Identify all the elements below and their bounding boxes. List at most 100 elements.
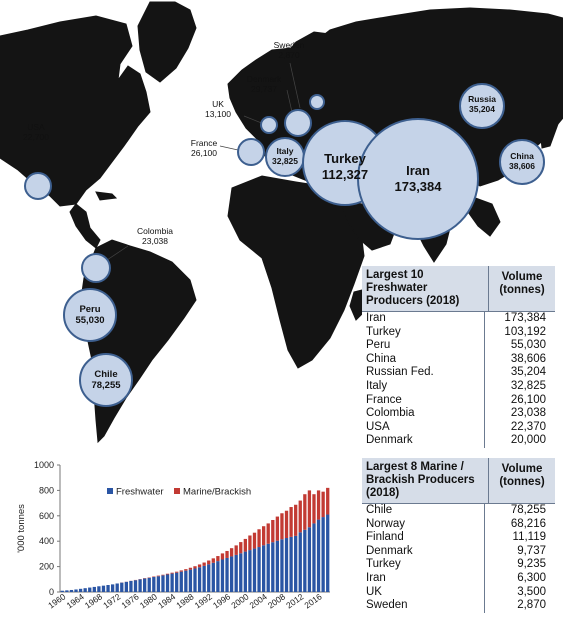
bar-freshwater: [312, 523, 316, 592]
landmass-north-america: [0, 15, 151, 207]
connector-denmark: [286, 89, 293, 113]
label-uk: UK 13,100: [205, 99, 231, 119]
bar-marine-brackish: [207, 560, 211, 565]
bar-marine-brackish: [161, 574, 165, 576]
bar-freshwater: [239, 553, 243, 592]
bar-freshwater: [234, 554, 238, 592]
bar-freshwater: [60, 590, 64, 592]
bubble-france: [237, 138, 265, 166]
freshwater-table-country: Russian Fed.: [362, 366, 485, 380]
bubble-usa: [24, 172, 52, 200]
freshwater-table-header: Largest 10 Freshwater Producers (2018) V…: [362, 266, 555, 312]
connector-sweden: [289, 62, 301, 109]
bar-marine-brackish: [266, 523, 270, 544]
marine-table-volume: 11,119: [512, 531, 546, 544]
freshwater-table-row: USA 22,370: [362, 420, 555, 435]
legend-swatch-marine-brackish: [174, 488, 180, 494]
bar-marine-brackish: [170, 572, 174, 574]
bar-freshwater: [106, 585, 110, 592]
bar-marine-brackish: [316, 490, 321, 520]
landmass-greenland: [137, 1, 197, 83]
marine-table-country: UK: [362, 585, 485, 600]
bar-freshwater: [156, 576, 161, 592]
freshwater-table-country: Denmark: [362, 434, 485, 448]
marine-table-row: Finland 11,119: [362, 531, 555, 545]
marine-table-row: Iran 6,300: [362, 571, 555, 586]
legend-label-marine-brackish: Marine/Brackish: [183, 487, 251, 498]
marine-table-country: Norway: [362, 517, 485, 532]
freshwater-table-row: Russian Fed. 35,204: [362, 366, 555, 380]
marine-table-volume: 2,870: [517, 599, 546, 612]
y-tick-label: 0: [49, 587, 54, 597]
marine-table-volume: 3,500: [517, 585, 546, 598]
marine-table-volume: 78,255: [510, 504, 546, 516]
freshwater-table-country: Italy: [362, 379, 485, 394]
bar-freshwater: [101, 585, 106, 592]
bar-freshwater: [74, 589, 78, 592]
bar-freshwater: [298, 532, 302, 592]
bar-freshwater: [69, 589, 74, 592]
bar-freshwater: [261, 545, 266, 592]
marine-table-volume: 9,737: [517, 544, 546, 557]
marine-table-row: Norway 68,216: [362, 517, 555, 532]
marine-table-country: Sweden: [362, 599, 485, 613]
bar-marine-brackish: [220, 553, 225, 560]
bar-freshwater: [211, 562, 215, 592]
bar-freshwater: [266, 543, 270, 592]
bar-freshwater: [229, 556, 234, 592]
marine-table-row: UK 3,500: [362, 585, 555, 600]
marine-table-row: Turkey 9,235: [362, 558, 555, 572]
x-tick-label: 1972: [101, 591, 122, 610]
bubble-denmark: [284, 109, 312, 137]
freshwater-table-country: Turkey: [362, 325, 485, 340]
label-turkey: Turkey 112,327: [322, 151, 368, 183]
label-russia-value: 35,204: [469, 104, 495, 114]
bar-freshwater: [88, 587, 92, 592]
label-peru-name: Peru: [79, 304, 101, 315]
freshwater-table-country: USA: [362, 420, 485, 435]
bar-marine-brackish: [152, 576, 156, 578]
label-denmark-name: Denmark: [246, 74, 282, 84]
x-tick-label: 2004: [248, 591, 269, 610]
bubble-sweden: [309, 94, 325, 110]
world-map: [0, 1, 563, 444]
bar-marine-brackish: [229, 548, 234, 557]
freshwater-table-row: China 38,606: [362, 352, 555, 367]
bar-freshwater: [202, 565, 206, 592]
x-tick-label: 2016: [302, 591, 323, 610]
bar-marine-brackish: [248, 535, 252, 551]
freshwater-table-volume: 55,030: [510, 339, 546, 352]
y-axis-label: '000 tonnes: [16, 504, 27, 553]
bar-freshwater: [179, 571, 183, 592]
bar-freshwater: [289, 536, 293, 592]
label-chile-value: 78,255: [91, 380, 121, 391]
bar-freshwater: [161, 575, 165, 592]
bar-freshwater: [220, 559, 225, 592]
freshwater-table-row: Italy 32,825: [362, 379, 555, 394]
bar-freshwater: [280, 539, 284, 592]
label-italy-name: Italy: [276, 146, 294, 156]
bar-freshwater: [188, 569, 193, 592]
x-tick-label: 1984: [156, 591, 177, 610]
bar-marine-brackish: [284, 510, 289, 539]
bar-marine-brackish: [188, 567, 193, 570]
bar-marine-brackish: [211, 558, 215, 563]
bar-marine-brackish: [202, 562, 206, 566]
marine-table-header: Largest 8 Marine / Brackish Producers (2…: [362, 458, 555, 504]
marine-table-volume: 6,300: [517, 571, 546, 584]
bar-freshwater: [78, 588, 83, 592]
bar-marine-brackish: [298, 500, 302, 533]
freshwater-table-row: Peru 55,030: [362, 339, 555, 353]
marine-volume-header: Volume (tonnes): [499, 463, 545, 488]
bar-marine-brackish: [312, 494, 316, 524]
bar-marine-brackish: [252, 532, 257, 549]
landmass-central-america: [69, 203, 101, 249]
bar-marine-brackish: [175, 571, 179, 573]
label-russia: Russia 35,204: [468, 94, 496, 114]
bar-marine-brackish: [303, 494, 307, 530]
freshwater-table-volume: 26,100: [510, 393, 546, 406]
freshwater-table-volume: 20,000: [510, 434, 546, 447]
freshwater-table-country: Iran: [362, 312, 485, 326]
bar-marine-brackish: [184, 569, 188, 571]
